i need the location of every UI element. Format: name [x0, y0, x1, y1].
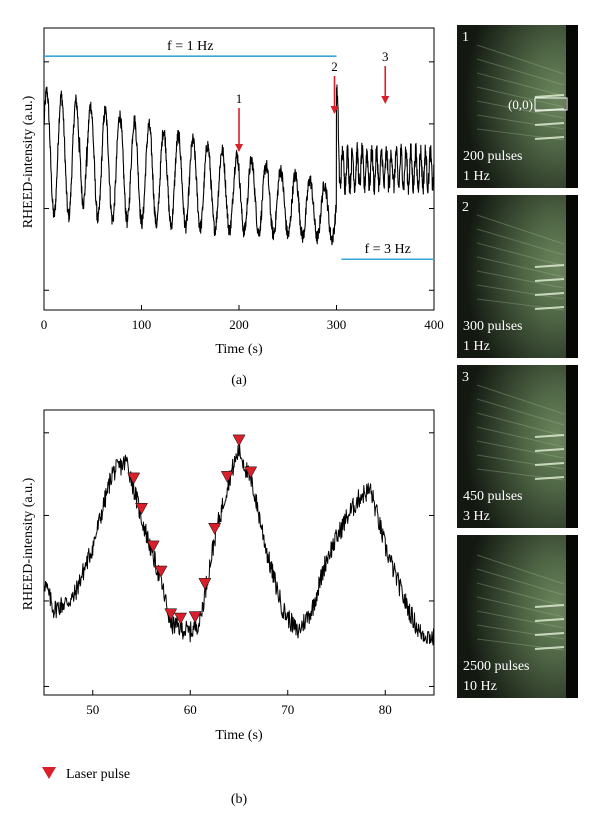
specular-spot-box: [534, 97, 568, 111]
laser-pulse-marker: [232, 434, 246, 447]
legend-b: Laser pulse: [42, 767, 130, 782]
chart-b: 50 60 70 80 RHEED-intensity (a.u.) Time (s)…: [21, 409, 435, 807]
laser-pulse-marker: [188, 611, 202, 624]
x-axis-label-b: Time (s): [215, 728, 263, 743]
rheed-image-3: 3 450 pulses 3 Hz: [457, 365, 578, 528]
x-tick-label-b: 70: [281, 702, 294, 717]
laser-pulse-marker: [164, 608, 178, 621]
x-tick-label-b: 80: [379, 702, 392, 717]
chart-a: 0 100 200 300 400 f = 1 Hz f = 3 Hz 1 2 3 RHEE…: [21, 27, 444, 388]
x-axis-ticks-a: 0 100 200 300 400: [41, 305, 444, 332]
laser-pulse-marker: [220, 471, 234, 483]
y-axis-ticks-a: [44, 61, 434, 291]
y-axis-label-b: RHEED-intensity (a.u.): [21, 477, 36, 610]
series-line-a: [43, 84, 435, 246]
y-axis-label-a: RHEED-intensity (a.u.): [21, 95, 36, 228]
arrow-label-2: 2: [331, 59, 338, 74]
rheed-image-number: 2: [462, 200, 469, 215]
rheed-image-column: 1 (0,0) 200 pulses 1 Hz 2 300 pulses 1 Hz 3 450 …: [457, 25, 578, 698]
arrow-markers-a: 1 2 3: [235, 49, 390, 152]
x-tick-label-a: 0: [41, 317, 48, 332]
laser-pulse-marker: [135, 503, 148, 515]
laser-pulse-marker: [208, 523, 222, 535]
laser-pulse-marker: [154, 565, 168, 578]
series-line-b: [43, 441, 435, 646]
arrow-label-3: 3: [382, 49, 389, 64]
x-axis-label-a: Time (s): [215, 342, 263, 357]
legend-marker-triangle: [42, 767, 56, 779]
rheed-pulse-count: 200 pulses: [463, 149, 523, 164]
x-tick-label-a: 100: [132, 317, 152, 332]
arrow-label-1: 1: [236, 91, 243, 106]
x-tick-label-b: 60: [184, 702, 197, 717]
plot-frame-b: [43, 409, 435, 696]
x-tick-label-a: 200: [229, 317, 249, 332]
arrow-marker-3: 3: [381, 49, 390, 104]
x-tick-label-a: 400: [424, 317, 444, 332]
laser-pulse-marker: [174, 612, 187, 625]
annotation-f-3hz: f = 3 Hz: [364, 242, 410, 257]
laser-pulse-marker: [146, 540, 160, 553]
rheed-image-2: 2 300 pulses 1 Hz: [457, 195, 578, 358]
arrow-marker-2: 2: [330, 59, 339, 114]
rheed-frequency: 1 Hz: [463, 339, 490, 354]
specular-spot-label: (0,0): [508, 97, 533, 112]
rheed-pulse-count: 450 pulses: [463, 489, 523, 504]
rheed-frequency: 10 Hz: [463, 679, 497, 694]
rheed-image-number: 3: [462, 370, 469, 385]
panel-label-b: (b): [231, 792, 248, 807]
x-tick-label-a: 300: [327, 317, 347, 332]
y-axis-ticks-b: [44, 432, 434, 687]
rheed-frequency: 1 Hz: [463, 169, 490, 184]
panel-label-a: (a): [231, 373, 247, 388]
rheed-frequency: 3 Hz: [463, 509, 490, 524]
legend-label-laser-pulse: Laser pulse: [66, 767, 130, 782]
laser-pulse-marker: [127, 472, 141, 485]
rheed-pulse-count: 300 pulses: [463, 319, 523, 334]
rheed-pulse-count: 2500 pulses: [463, 659, 530, 674]
laser-pulse-markers: [127, 434, 258, 625]
laser-pulse-marker: [198, 578, 212, 590]
x-axis-ticks-b: 50 60 70 80: [86, 690, 392, 717]
x-tick-label-b: 50: [86, 702, 99, 717]
rheed-image-4: 2500 pulses 10 Hz: [457, 535, 578, 698]
arrow-marker-1: 1: [235, 91, 243, 152]
laser-pulse-marker: [244, 466, 258, 479]
rheed-image-number: 1: [462, 30, 469, 45]
annotation-f-1hz: f = 1 Hz: [167, 39, 213, 54]
rheed-image-1: 1 (0,0) 200 pulses 1 Hz: [457, 25, 578, 188]
